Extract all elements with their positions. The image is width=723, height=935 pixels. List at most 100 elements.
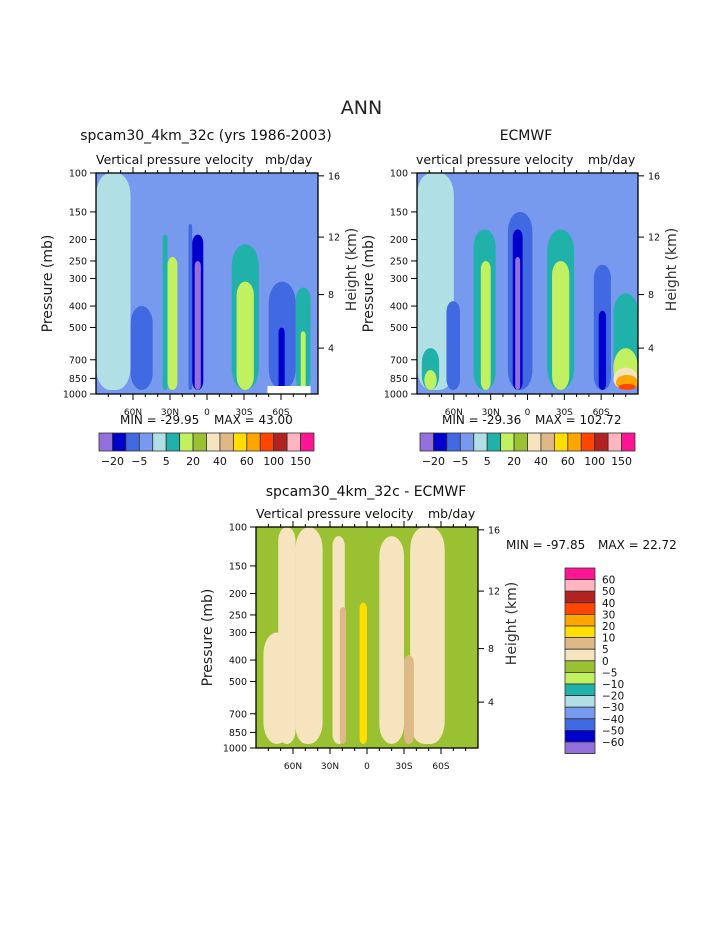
colorbar-swatch bbox=[179, 432, 194, 452]
y-axis-label: Pressure (mb) bbox=[40, 235, 56, 333]
panel2-min-label: MIN = -29.36 bbox=[442, 413, 522, 427]
x-tick-label: 0 bbox=[204, 408, 210, 418]
colorbar-label: −10 bbox=[602, 679, 624, 691]
colorbar-swatch bbox=[138, 432, 154, 452]
y2-tick-label: 4 bbox=[648, 344, 654, 355]
x-tick-label: 30N bbox=[482, 408, 500, 418]
colorbar-label: −50 bbox=[602, 725, 624, 737]
colorbar-swatch bbox=[165, 432, 181, 452]
colorbar-swatch bbox=[564, 579, 596, 592]
contour-band bbox=[339, 606, 347, 744]
y-tick-label: 150 bbox=[229, 561, 247, 572]
colorbar-swatch bbox=[564, 637, 596, 650]
colorbar-swatch bbox=[473, 432, 488, 452]
colorbar-label: 5 bbox=[163, 455, 170, 468]
colorbar-swatch bbox=[567, 432, 582, 452]
colorbar-label: −30 bbox=[602, 702, 624, 714]
x-tick-label: 30S bbox=[556, 408, 573, 418]
panel3-subtitle-left: Vertical pressure velocity bbox=[256, 506, 414, 521]
y-tick-label: 150 bbox=[390, 207, 408, 218]
colorbar-swatch bbox=[206, 432, 221, 452]
x-tick-label: 30N bbox=[161, 408, 179, 418]
colorbar-swatch bbox=[500, 432, 515, 452]
colorbar-swatch bbox=[433, 432, 448, 452]
contour-band bbox=[515, 257, 521, 390]
colorbar-label: −60 bbox=[602, 737, 624, 749]
colorbar-swatch bbox=[112, 432, 127, 452]
contour-band bbox=[359, 602, 367, 744]
y2-tick-label: 16 bbox=[328, 171, 340, 182]
y-tick-label: 400 bbox=[229, 656, 247, 667]
y-axis-label: Pressure (mb) bbox=[361, 235, 377, 333]
y2-tick-label: 4 bbox=[328, 344, 334, 355]
colorbar-label: 100 bbox=[584, 455, 605, 468]
colorbar-label: −20 bbox=[602, 691, 624, 703]
colorbar-swatch bbox=[459, 432, 475, 452]
colorbar-label: 30 bbox=[602, 609, 615, 621]
panel3-contour-plot: 60N 30N 0 30S 60S 100 150 200 250 300 400 500 700 850… bbox=[200, 521, 520, 772]
y-tick-label: 700 bbox=[229, 709, 247, 720]
colorbar-swatch bbox=[152, 432, 167, 452]
colorbar-swatch bbox=[594, 432, 609, 452]
colorbar-label: 40 bbox=[602, 598, 615, 610]
colorbar-swatch bbox=[286, 432, 301, 452]
panel1-subtitle-left: Vertical pressure velocity bbox=[96, 152, 254, 167]
panel3-subtitle-right: mb/day bbox=[428, 506, 476, 521]
colorbar-label: −20 bbox=[101, 455, 124, 468]
contour-band bbox=[417, 173, 454, 390]
colorbar-label: 150 bbox=[611, 455, 632, 468]
colorbar-swatch bbox=[564, 625, 596, 639]
y-tick-label: 200 bbox=[69, 235, 87, 246]
colorbar-swatch bbox=[273, 432, 288, 452]
contour-band bbox=[404, 655, 414, 744]
colorbar-swatch bbox=[564, 660, 596, 673]
contour-band bbox=[194, 260, 201, 390]
colorbar-swatch bbox=[564, 695, 596, 708]
colorbar-swatch bbox=[527, 432, 542, 452]
contour-band bbox=[598, 310, 607, 390]
panel2-subtitle-right: mb/day bbox=[588, 152, 636, 167]
x-tick-label: 60N bbox=[445, 408, 463, 418]
colorbar-swatch bbox=[564, 567, 596, 581]
colorbar-swatch bbox=[419, 432, 434, 452]
y-tick-label: 1000 bbox=[223, 744, 247, 755]
y-tick-label: 300 bbox=[229, 628, 247, 639]
panel1-title: spcam30_4km_32c (yrs 1986-2003) bbox=[80, 128, 332, 144]
panel1-subtitle-right: mb/day bbox=[265, 152, 313, 167]
y-tick-label: 300 bbox=[69, 274, 87, 285]
colorbar-label: 50 bbox=[602, 586, 615, 598]
y-axis-label: Pressure (mb) bbox=[200, 589, 216, 687]
y-tick-label: 100 bbox=[390, 169, 408, 180]
contour-band bbox=[446, 301, 460, 390]
colorbar-swatch bbox=[564, 729, 596, 743]
y2-tick-label: 8 bbox=[328, 290, 334, 301]
y2-tick-label: 8 bbox=[488, 644, 494, 655]
y-tick-label: 1000 bbox=[63, 390, 87, 401]
contour-band bbox=[152, 252, 163, 390]
contour-band bbox=[295, 559, 318, 744]
colorbar-swatch bbox=[564, 648, 596, 662]
x-tick-label: 60S bbox=[593, 408, 610, 418]
colorbar-label: 60 bbox=[602, 575, 615, 587]
colorbar-label: 10 bbox=[602, 633, 615, 645]
colorbar-swatch bbox=[192, 432, 207, 452]
y-tick-label: 850 bbox=[390, 374, 408, 385]
y2-tick-label: 16 bbox=[488, 525, 500, 536]
colorbar-swatch bbox=[553, 432, 569, 452]
colorbar-swatch bbox=[564, 683, 596, 697]
contour-band bbox=[410, 527, 445, 744]
y-tick-label: 700 bbox=[69, 355, 87, 366]
colorbar-swatch bbox=[564, 718, 596, 731]
colorbar-swatch bbox=[300, 432, 315, 452]
colorbar-swatch bbox=[246, 432, 261, 452]
y2-tick-label: 12 bbox=[648, 233, 660, 244]
y2-tick-label: 16 bbox=[648, 171, 660, 182]
panel2-subtitle-left: vertical pressure velocity bbox=[416, 152, 574, 167]
colorbar-swatch bbox=[513, 432, 528, 452]
colorbar-swatch bbox=[564, 741, 596, 754]
colorbar-label: −5 bbox=[602, 667, 617, 679]
contour-band bbox=[263, 632, 291, 744]
contour-band bbox=[130, 306, 153, 390]
colorbar-swatch bbox=[219, 432, 234, 452]
